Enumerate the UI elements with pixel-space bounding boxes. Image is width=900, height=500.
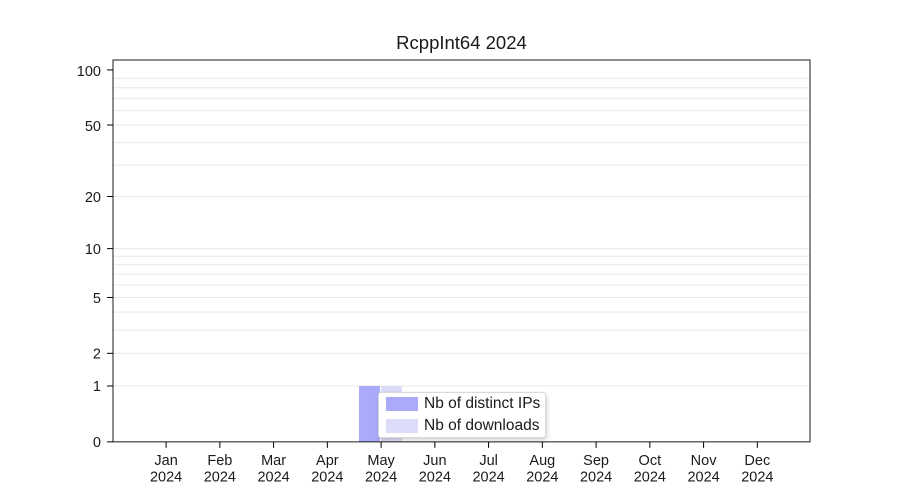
svg-text:Aug: Aug [529,453,555,469]
svg-text:2024: 2024 [204,470,236,486]
svg-text:2024: 2024 [150,470,182,486]
svg-text:May: May [367,453,395,469]
svg-text:2024: 2024 [634,470,666,486]
svg-text:20: 20 [85,190,101,206]
svg-text:2024: 2024 [526,470,558,486]
svg-text:Jan: Jan [154,453,177,469]
svg-text:RcppInt64 2024: RcppInt64 2024 [396,32,527,53]
svg-text:Oct: Oct [639,453,662,469]
svg-text:Jun: Jun [423,453,446,469]
svg-text:5: 5 [93,291,101,307]
svg-text:2024: 2024 [687,470,719,486]
svg-text:Mar: Mar [261,453,286,469]
svg-text:100: 100 [77,64,101,80]
svg-text:Sep: Sep [583,453,609,469]
svg-text:2024: 2024 [741,470,773,486]
svg-text:2024: 2024 [419,470,451,486]
svg-text:Dec: Dec [744,453,770,469]
svg-text:Nov: Nov [691,453,718,469]
svg-text:50: 50 [85,119,101,135]
svg-text:2024: 2024 [257,470,289,486]
svg-text:2024: 2024 [580,470,612,486]
svg-text:1: 1 [93,379,101,395]
svg-text:2024: 2024 [365,470,397,486]
svg-text:10: 10 [85,242,101,258]
svg-text:Jul: Jul [479,453,498,469]
svg-text:Apr: Apr [316,453,339,469]
svg-text:2024: 2024 [472,470,504,486]
svg-text:0: 0 [93,435,101,451]
svg-text:2: 2 [93,347,101,363]
svg-text:2024: 2024 [311,470,343,486]
svg-text:Feb: Feb [207,453,232,469]
